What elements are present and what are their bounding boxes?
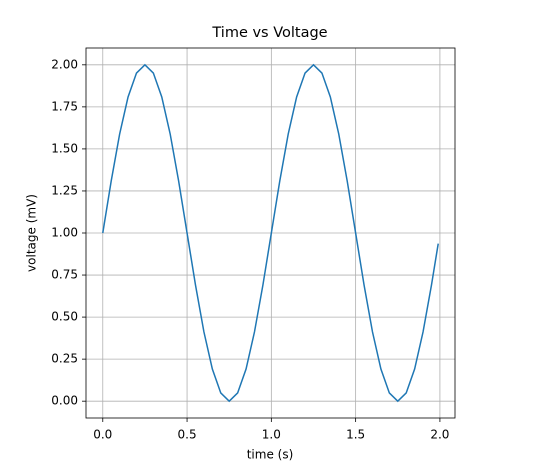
y-tick-label: 2.00 (51, 57, 78, 71)
x-tick-label: 2.0 (430, 428, 449, 442)
y-tick-label: 1.75 (51, 99, 78, 113)
y-tick-label: 1.00 (51, 226, 78, 240)
x-tick-label: 1.0 (262, 428, 281, 442)
x-tick-label: 0.0 (93, 428, 112, 442)
y-tick-label: 0.00 (51, 394, 78, 408)
x-tick-label: 1.5 (346, 428, 365, 442)
y-tick-label: 0.50 (51, 310, 78, 324)
y-tick-label: 0.25 (51, 352, 78, 366)
line (102, 63, 439, 403)
x-axis-label: time (s) (247, 448, 294, 462)
chart-title: Time vs Voltage (211, 25, 327, 41)
y-tick-label: 1.25 (51, 183, 78, 197)
plot-frame (85, 47, 456, 419)
x-tick-label: 0.5 (178, 428, 197, 442)
y-axis-label: voltage (mV) (25, 194, 39, 272)
y-tick-label: 1.50 (51, 141, 78, 155)
y-tick-label: 0.75 (51, 268, 78, 282)
